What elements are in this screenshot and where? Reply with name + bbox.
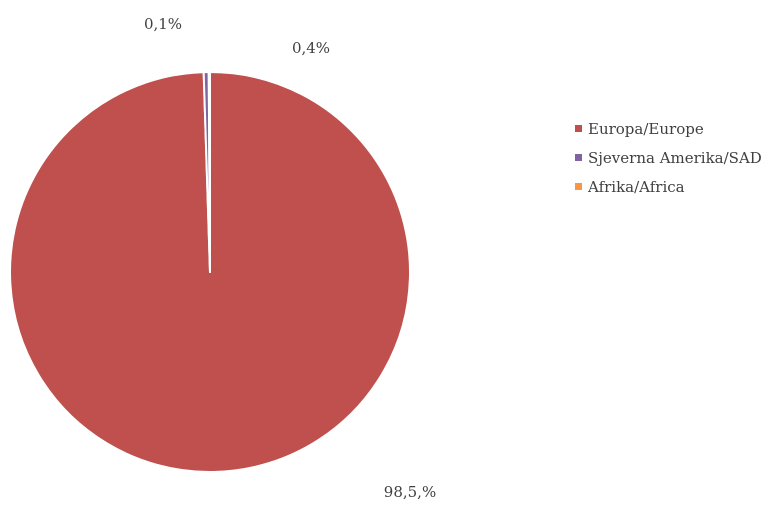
pie-slices (9, 70, 412, 473)
legend: Europa/Europe Sjeverna Amerika/SAD Afrik… (575, 114, 780, 201)
legend-item-sjeverna-amerika: Sjeverna Amerika/SAD (575, 143, 780, 172)
data-label-afrika: 0,1% (144, 15, 182, 33)
data-label-sjeverna-amerika: 0,4% (292, 39, 330, 57)
pie-slice-afrika (207, 70, 211, 273)
legend-label-sjeverna-amerika: Sjeverna Amerika/SAD (588, 148, 762, 167)
legend-item-afrika: Afrika/Africa (575, 172, 780, 201)
pie-data-labels: 98,5,% 0,4% 0,1% (144, 15, 436, 501)
legend-swatch-europa (575, 125, 582, 132)
legend-item-europa: Europa/Europe (575, 114, 780, 143)
legend-swatch-sjeverna-amerika (575, 154, 582, 161)
legend-label-afrika: Afrika/Africa (588, 177, 685, 196)
legend-label-europa: Europa/Europe (588, 119, 704, 138)
legend-swatch-afrika (575, 183, 582, 190)
data-label-europa: 98,5,% (384, 483, 436, 501)
